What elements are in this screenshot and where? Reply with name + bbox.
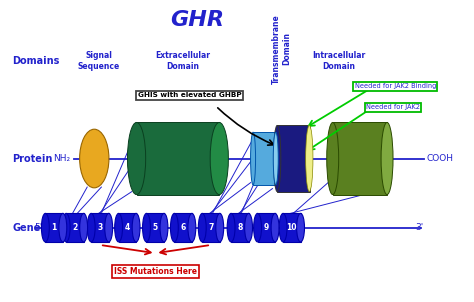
Bar [66,214,83,242]
Text: Extracellular
Domain: Extracellular Domain [155,51,210,70]
Ellipse shape [251,132,255,185]
Text: 3': 3' [416,223,424,232]
Ellipse shape [273,132,278,185]
Ellipse shape [327,122,339,194]
Text: Signal
Sequence: Signal Sequence [78,51,120,70]
Text: 2: 2 [72,223,78,232]
Text: NH₂: NH₂ [54,154,71,163]
Ellipse shape [210,122,228,194]
Text: 9: 9 [264,223,269,232]
Ellipse shape [160,214,168,242]
Ellipse shape [115,214,123,242]
Ellipse shape [105,214,113,242]
Text: Protein: Protein [12,153,53,163]
Text: Gene: Gene [12,223,41,233]
Text: Domains: Domains [12,56,60,66]
Bar [46,214,63,242]
Bar [257,214,275,242]
Ellipse shape [306,125,313,191]
Bar [333,122,387,194]
Bar [91,214,109,242]
Ellipse shape [59,214,67,242]
Ellipse shape [171,214,178,242]
Ellipse shape [227,214,235,242]
Ellipse shape [143,214,150,242]
Ellipse shape [41,214,49,242]
Bar [253,132,276,185]
Text: 3: 3 [97,223,102,232]
Text: 8: 8 [237,223,243,232]
Bar [137,122,219,194]
Bar [283,214,301,242]
Text: Needed for JAK2 Binding: Needed for JAK2 Binding [355,83,436,89]
Text: Intracellular
Domain: Intracellular Domain [312,51,365,70]
Bar [146,214,164,242]
Ellipse shape [80,214,88,242]
Ellipse shape [87,214,95,242]
Text: 4: 4 [125,223,130,232]
Ellipse shape [381,122,393,194]
Bar [277,125,310,191]
Text: COOH: COOH [426,154,453,163]
Ellipse shape [198,214,206,242]
Text: 7: 7 [208,223,214,232]
Ellipse shape [62,214,70,242]
Text: Needed for JAK2: Needed for JAK2 [366,104,420,111]
Text: GHIS with elevated GHBP: GHIS with elevated GHBP [138,92,242,98]
Ellipse shape [279,214,287,242]
Ellipse shape [188,214,196,242]
Text: 5': 5' [35,223,43,232]
Ellipse shape [216,214,224,242]
Bar [174,214,192,242]
Ellipse shape [128,122,146,194]
Bar [118,214,136,242]
Ellipse shape [297,214,304,242]
Text: ISS Mutations Here: ISS Mutations Here [114,267,197,276]
Ellipse shape [273,125,281,191]
Ellipse shape [245,214,253,242]
Ellipse shape [132,214,140,242]
Bar [231,214,248,242]
Ellipse shape [271,214,279,242]
Text: 6: 6 [181,223,186,232]
Ellipse shape [80,129,109,188]
Text: 10: 10 [287,223,297,232]
Text: GHR: GHR [170,10,224,30]
Bar [202,214,220,242]
Text: 1: 1 [52,223,57,232]
Text: Transmembrane
Domain: Transmembrane Domain [272,14,292,84]
Text: 5: 5 [153,223,158,232]
Ellipse shape [254,214,262,242]
